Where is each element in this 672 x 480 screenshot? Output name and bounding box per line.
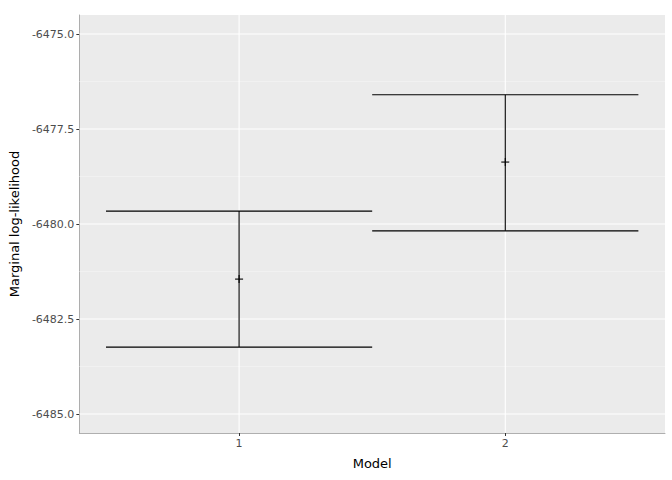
svg-text:-6477.5: -6477.5 (32, 123, 74, 136)
svg-text:2: 2 (502, 437, 509, 450)
svg-text:-6485.0: -6485.0 (32, 408, 74, 421)
svg-text:-6482.5: -6482.5 (32, 313, 74, 326)
svg-text:-6480.0: -6480.0 (32, 218, 74, 231)
svg-text:1: 1 (236, 437, 243, 450)
svg-text:-6475.0: -6475.0 (32, 28, 74, 41)
svg-text:Marginal log-likelihood: Marginal log-likelihood (7, 151, 22, 298)
svg-text:Model: Model (353, 456, 392, 471)
